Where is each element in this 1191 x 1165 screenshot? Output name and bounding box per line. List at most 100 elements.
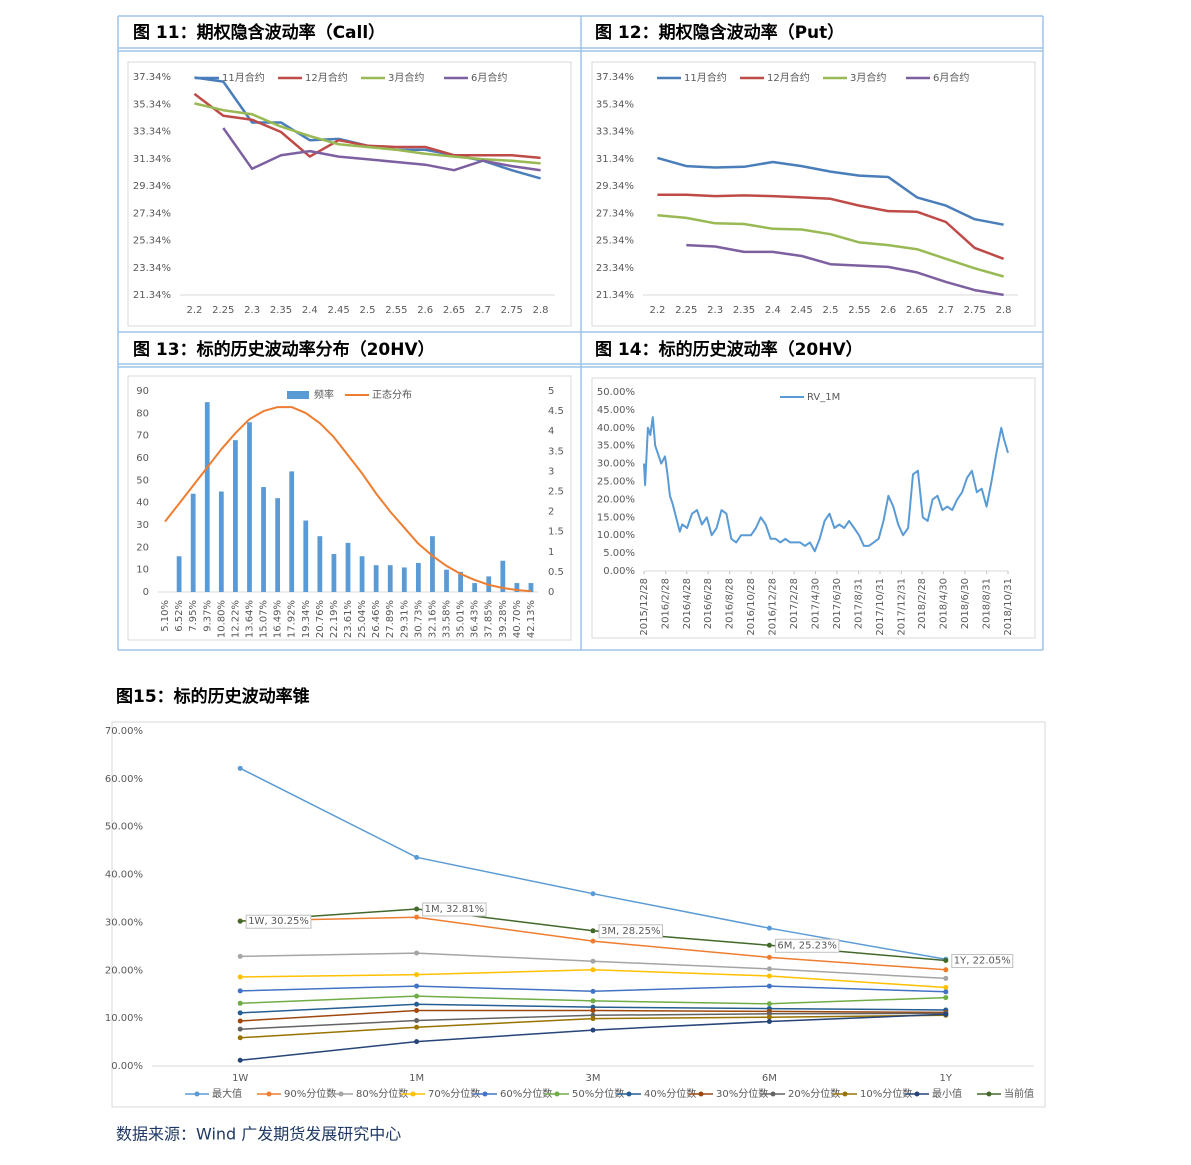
bar <box>289 471 295 592</box>
x-tick-label: 9.37% <box>202 600 213 632</box>
y-tick-label: 27.34% <box>133 208 171 219</box>
y-tick-label: 25.34% <box>133 236 171 247</box>
legend-marker <box>266 1091 272 1097</box>
y-tick-label: 0 <box>143 587 149 598</box>
series-line <box>657 193 1005 260</box>
bar <box>401 567 407 592</box>
y2-tick-label: 4 <box>548 426 554 437</box>
x-tick-label: 17.92% <box>287 600 298 638</box>
y2-tick-label: 2.5 <box>548 487 564 498</box>
legend-label: 90%分位数 <box>284 1087 336 1100</box>
x-tick-label: 1M <box>409 1073 424 1084</box>
marker <box>766 1018 772 1024</box>
y-tick-label: 0.00% <box>603 566 635 577</box>
marker <box>414 983 420 989</box>
x-tick-label: 2.2 <box>649 305 665 316</box>
marker <box>237 1010 243 1016</box>
data-label: 3M, 28.25% <box>601 926 660 937</box>
x-tick-label: 2016/2/28 <box>661 578 672 629</box>
x-tick-label: 22.19% <box>329 600 340 638</box>
marker <box>766 954 772 960</box>
y-tick-label: 15.00% <box>597 512 635 523</box>
legend-marker <box>338 1091 344 1097</box>
x-tick-label: 2016/10/28 <box>746 578 757 636</box>
data-label: 1M, 32.81% <box>425 904 484 915</box>
marker <box>943 989 949 995</box>
x-tick-label: 2.5 <box>823 305 839 316</box>
legend-marker <box>410 1091 416 1097</box>
y-tick-label: 21.34% <box>596 290 634 301</box>
x-tick-label: 33.58% <box>442 600 453 638</box>
y2-tick-label: 4.5 <box>548 406 564 417</box>
x-tick-label: 2016/4/28 <box>682 578 693 629</box>
x-tick-label: 2018/2/28 <box>917 578 928 629</box>
marker <box>766 1001 772 1007</box>
y-tick-label: 45.00% <box>597 405 635 416</box>
legend-label: 最大值 <box>212 1087 242 1100</box>
legend-label: 3月合约 <box>850 71 886 84</box>
x-tick-label: 1W <box>232 1073 248 1084</box>
x-tick-label: 23.61% <box>343 600 354 638</box>
marker <box>943 985 949 991</box>
x-tick-label: 10.80% <box>216 600 227 638</box>
marker <box>943 967 949 973</box>
marker <box>590 988 596 994</box>
x-tick-label: 29.31% <box>399 600 410 638</box>
x-tick-label: 27.89% <box>385 600 396 638</box>
marker <box>943 1011 949 1017</box>
x-tick-label: 3M <box>586 1073 601 1084</box>
x-tick-label: 7.95% <box>188 600 199 632</box>
x-tick-label: 35.01% <box>456 600 467 638</box>
marker <box>414 906 420 912</box>
y-tick-label: 35.00% <box>597 441 635 452</box>
x-tick-label: 2.75 <box>501 305 523 316</box>
x-tick-label: 2.7 <box>475 305 491 316</box>
marker <box>237 1035 243 1041</box>
x-tick-label: 2.55 <box>385 305 407 316</box>
marker <box>237 974 243 980</box>
y2-tick-label: 5 <box>548 386 554 397</box>
x-tick-label: 16.49% <box>273 600 284 638</box>
chart-frame <box>111 721 1046 1108</box>
x-tick-label: 6.52% <box>174 600 185 632</box>
chart-title: 图 11：期权隐含波动率（Call） <box>133 22 385 43</box>
legend-label: 6月合约 <box>933 71 969 84</box>
x-tick-label: 2017/10/31 <box>875 578 886 636</box>
y-tick-label: 40.00% <box>105 870 143 881</box>
bar <box>190 493 196 592</box>
chart-title: 图 13：标的历史波动率分布（20HV） <box>133 339 435 360</box>
legend-label: 12月合约 <box>767 71 810 84</box>
bar <box>218 491 224 592</box>
bar <box>204 402 210 592</box>
legend-label: 最小值 <box>932 1087 962 1100</box>
marker <box>590 958 596 964</box>
legend-label: 10%分位数 <box>860 1087 912 1100</box>
x-tick-label: 39.28% <box>498 600 509 638</box>
chart-title: 图15：标的历史波动率锥 <box>116 686 310 707</box>
legend-label: 6月合约 <box>471 71 507 84</box>
marker <box>237 953 243 959</box>
legend-label: RV_1M <box>807 392 840 403</box>
x-tick-label: 2.5 <box>360 305 376 316</box>
marker <box>237 988 243 994</box>
y-tick-label: 29.34% <box>596 181 634 192</box>
legend-label: 20%分位数 <box>788 1087 840 1100</box>
y-tick-label: 80 <box>136 408 149 419</box>
x-tick-label: 2017/6/30 <box>832 578 843 629</box>
data-label: 6M, 25.23% <box>777 940 836 951</box>
y-tick-label: 30.00% <box>597 459 635 470</box>
y-tick-label: 31.34% <box>133 154 171 165</box>
marker <box>414 972 420 978</box>
x-tick-label: 2.65 <box>906 305 928 316</box>
x-tick-label: 15.07% <box>259 600 270 638</box>
x-tick-label: 2016/6/28 <box>703 578 714 629</box>
legend-marker <box>986 1091 992 1097</box>
series-line <box>686 243 1004 297</box>
legend-label: 60%分位数 <box>500 1087 552 1100</box>
legend-label: 80%分位数 <box>356 1087 408 1100</box>
x-tick-label: 2018/4/30 <box>938 578 949 629</box>
x-tick-label: 2.6 <box>417 305 433 316</box>
bar <box>373 565 379 592</box>
